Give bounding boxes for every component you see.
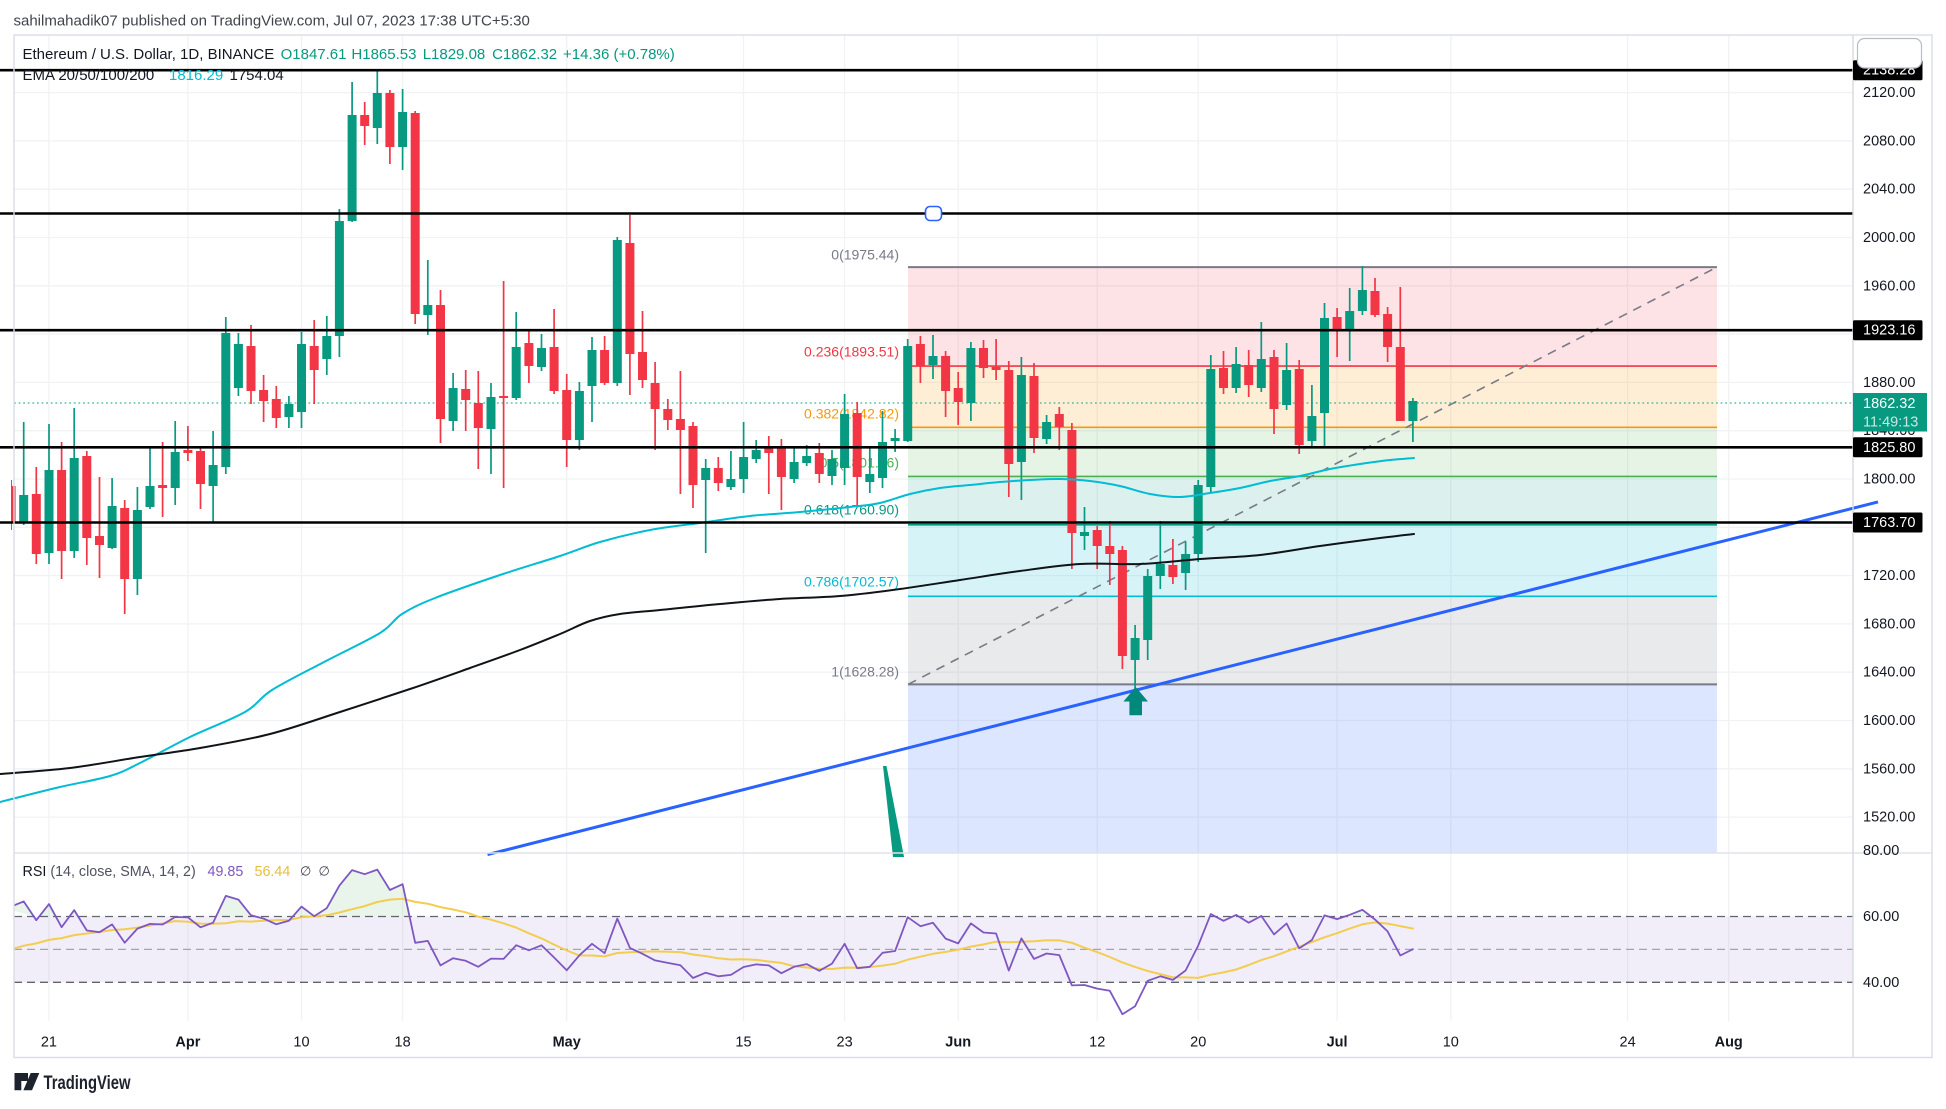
svg-text:40.00: 40.00 [1863,975,1899,991]
svg-text:1763.70: 1763.70 [1863,515,1915,531]
svg-text:2000.00: 2000.00 [1863,230,1915,246]
svg-text:TradingView: TradingView [44,1073,131,1094]
svg-text:1600.00: 1600.00 [1863,713,1915,729]
svg-text:2120.00: 2120.00 [1863,85,1915,101]
svg-text:80.00: 80.00 [1863,843,1899,859]
svg-text:Apr: Apr [175,1035,200,1051]
svg-text:0.618(1760.90): 0.618(1760.90) [804,502,899,518]
svg-text:H1865.53: H1865.53 [351,46,416,63]
svg-text:C1862.32: C1862.32 [492,46,557,63]
svg-text:Jul: Jul [1327,1035,1348,1051]
svg-text:RSI (14, close, SMA, 14, 2): RSI (14, close, SMA, 14, 2) [23,864,196,880]
svg-text:1880.00: 1880.00 [1863,375,1915,391]
svg-text:sahilmahadik07 published on Tr: sahilmahadik07 published on TradingView.… [14,13,530,30]
svg-text:60.00: 60.00 [1863,909,1899,925]
svg-text:1800.00: 1800.00 [1863,472,1915,488]
svg-text:2040.00: 2040.00 [1863,182,1915,198]
svg-text:∅: ∅ [300,864,311,879]
svg-text:Ethereum / U.S. Dollar, 1D, BI: Ethereum / U.S. Dollar, 1D, BINANCE [23,46,275,63]
svg-text:O1847.61: O1847.61 [281,46,347,63]
svg-text:1862.32: 1862.32 [1863,396,1915,412]
svg-text:2080.00: 2080.00 [1863,133,1915,149]
svg-text:1560.00: 1560.00 [1863,761,1915,777]
svg-text:20: 20 [1190,1035,1206,1051]
svg-text:1960.00: 1960.00 [1863,278,1915,294]
svg-text:1(1628.28): 1(1628.28) [831,664,899,680]
svg-text:11:49:13: 11:49:13 [1863,415,1918,431]
svg-text:56.44: 56.44 [255,864,291,880]
svg-text:21: 21 [41,1035,57,1051]
svg-text:18: 18 [395,1035,411,1051]
svg-text:1520.00: 1520.00 [1863,810,1915,826]
svg-text:10: 10 [293,1035,309,1051]
svg-text:49.85: 49.85 [208,864,244,880]
svg-text:10: 10 [1443,1035,1459,1051]
svg-text:0.382(1842.82): 0.382(1842.82) [804,406,899,422]
svg-text:EMA 20/50/100/200: EMA 20/50/100/200 [23,67,155,84]
svg-text:1720.00: 1720.00 [1863,568,1915,584]
svg-text:24: 24 [1620,1035,1636,1051]
svg-text:Jun: Jun [945,1035,971,1051]
svg-text:1816.29: 1816.29 [169,67,223,84]
svg-text:23: 23 [837,1035,853,1051]
svg-text:1754.04: 1754.04 [230,67,284,84]
svg-text:12: 12 [1089,1035,1105,1051]
svg-text:Aug: Aug [1715,1035,1743,1051]
svg-text:0.786(1702.57): 0.786(1702.57) [804,574,899,590]
svg-text:1640.00: 1640.00 [1863,665,1915,681]
svg-text:1680.00: 1680.00 [1863,616,1915,632]
svg-text:15: 15 [735,1035,751,1051]
svg-text:1825.80: 1825.80 [1863,440,1915,456]
svg-text:∅: ∅ [319,864,330,879]
svg-text:1923.16: 1923.16 [1863,323,1915,339]
svg-text:+14.36 (+0.78%): +14.36 (+0.78%) [563,46,675,63]
svg-text:L1829.08: L1829.08 [423,46,486,63]
svg-text:0(1975.44): 0(1975.44) [831,247,899,263]
svg-text:May: May [553,1035,581,1051]
svg-text:0.236(1893.51): 0.236(1893.51) [804,344,899,360]
